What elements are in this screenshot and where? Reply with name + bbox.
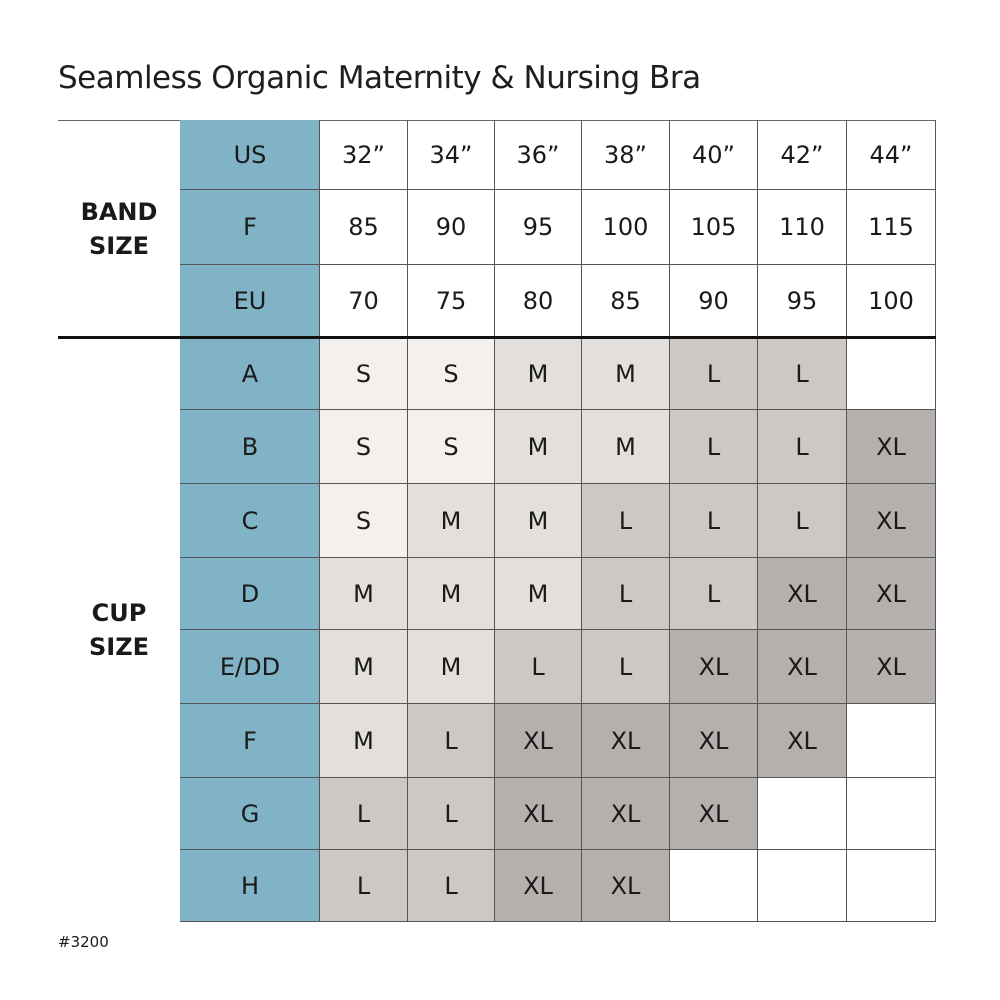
band-system-label: F — [180, 190, 320, 265]
size-cell: M — [495, 558, 582, 630]
table-top-border — [58, 120, 936, 121]
size-cell: M — [495, 410, 582, 484]
size-cell — [758, 850, 847, 922]
band-size-cell: 95 — [758, 265, 847, 338]
size-cell: L — [670, 484, 758, 558]
size-cell: XL — [582, 850, 670, 922]
band-size-cell: 100 — [847, 265, 936, 338]
band-size-cell: 85 — [320, 190, 408, 265]
band-size-cell: 32” — [320, 120, 408, 190]
size-cell: XL — [582, 778, 670, 850]
size-cell: XL — [847, 558, 936, 630]
size-cell: XL — [847, 630, 936, 704]
size-cell: L — [670, 338, 758, 410]
band-size-cell: 110 — [758, 190, 847, 265]
cup-label: D — [180, 558, 320, 630]
size-cell: M — [495, 338, 582, 410]
band-size-cell: 34” — [408, 120, 495, 190]
band-size-label: BAND SIZE — [58, 195, 180, 263]
size-cell: S — [408, 338, 495, 410]
size-cell: L — [758, 338, 847, 410]
size-cell: XL — [758, 704, 847, 778]
size-cell: M — [495, 484, 582, 558]
product-number: #3200 — [58, 933, 109, 951]
cup-label-line: SIZE — [88, 633, 149, 661]
size-cell: L — [582, 484, 670, 558]
size-cell: L — [670, 410, 758, 484]
cup-label-line: CUP — [91, 599, 147, 627]
size-cell — [847, 778, 936, 850]
cup-label: H — [180, 850, 320, 922]
size-cell: L — [408, 704, 495, 778]
size-cell — [847, 338, 936, 410]
size-cell — [847, 704, 936, 778]
section-divider — [58, 336, 936, 339]
size-cell: M — [320, 630, 408, 704]
band-size-cell: 38” — [582, 120, 670, 190]
size-cell: M — [582, 338, 670, 410]
cup-label: A — [180, 338, 320, 410]
size-cell: M — [582, 410, 670, 484]
band-size-cell: 42” — [758, 120, 847, 190]
size-cell: M — [320, 558, 408, 630]
size-cell: L — [758, 410, 847, 484]
size-cell: L — [582, 630, 670, 704]
band-size-cell: 36” — [495, 120, 582, 190]
band-size-cell: 95 — [495, 190, 582, 265]
cup-label: F — [180, 704, 320, 778]
cup-label: B — [180, 410, 320, 484]
band-size-cell: 70 — [320, 265, 408, 338]
size-cell: XL — [847, 484, 936, 558]
cup-label: E/DD — [180, 630, 320, 704]
size-cell: L — [582, 558, 670, 630]
size-cell: M — [408, 558, 495, 630]
band-size-cell: 105 — [670, 190, 758, 265]
band-size-cell: 90 — [408, 190, 495, 265]
size-cell: M — [408, 484, 495, 558]
size-cell: XL — [582, 704, 670, 778]
size-cell: S — [320, 410, 408, 484]
size-cell: XL — [847, 410, 936, 484]
size-cell: XL — [670, 778, 758, 850]
band-size-cell: 100 — [582, 190, 670, 265]
band-size-cell: 40” — [670, 120, 758, 190]
size-cell: XL — [670, 704, 758, 778]
band-label-line: BAND — [80, 198, 158, 226]
band-size-cell: 75 — [408, 265, 495, 338]
size-cell: XL — [495, 778, 582, 850]
size-cell: L — [670, 558, 758, 630]
size-cell: S — [408, 410, 495, 484]
size-cell — [758, 778, 847, 850]
size-system-column — [180, 120, 320, 922]
band-system-label: EU — [180, 265, 320, 338]
size-cell: L — [408, 850, 495, 922]
band-label-line: SIZE — [88, 232, 149, 260]
cup-label: C — [180, 484, 320, 558]
band-size-cell: 90 — [670, 265, 758, 338]
band-size-cell: 44” — [847, 120, 936, 190]
size-cell: L — [320, 850, 408, 922]
size-cell: L — [495, 630, 582, 704]
cup-label: G — [180, 778, 320, 850]
size-cell: S — [320, 338, 408, 410]
size-cell: XL — [758, 558, 847, 630]
chart-title: Seamless Organic Maternity & Nursing Bra — [58, 60, 701, 96]
size-cell: XL — [758, 630, 847, 704]
size-cell: L — [408, 778, 495, 850]
band-size-cell: 85 — [582, 265, 670, 338]
band-size-cell: 115 — [847, 190, 936, 265]
band-system-label: US — [180, 120, 320, 190]
size-cell — [670, 850, 758, 922]
size-cell — [847, 850, 936, 922]
cup-size-label: CUP SIZE — [58, 596, 180, 664]
size-cell: S — [320, 484, 408, 558]
size-cell: XL — [495, 850, 582, 922]
size-cell: XL — [495, 704, 582, 778]
size-cell: L — [320, 778, 408, 850]
size-cell: L — [758, 484, 847, 558]
size-cell: XL — [670, 630, 758, 704]
size-cell: M — [408, 630, 495, 704]
band-size-cell: 80 — [495, 265, 582, 338]
size-cell: M — [320, 704, 408, 778]
